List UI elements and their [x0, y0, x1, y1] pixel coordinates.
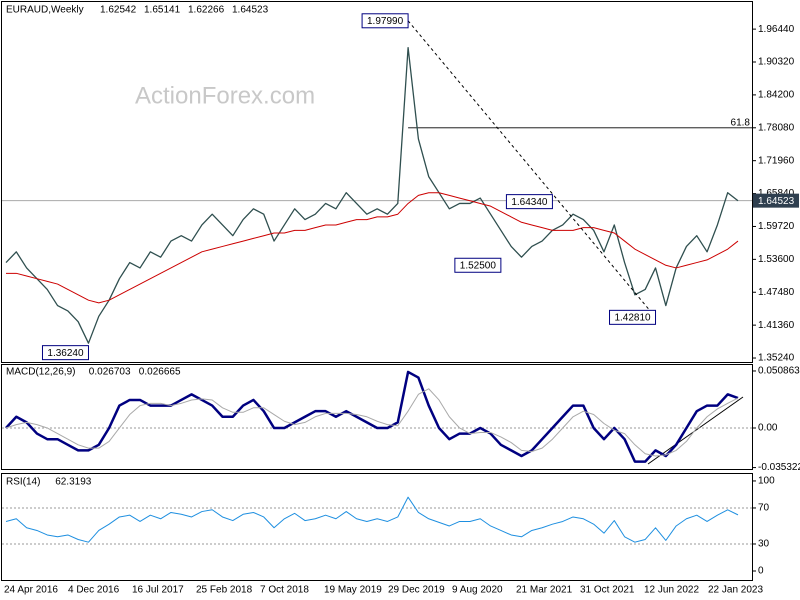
annotation-box — [505, 194, 553, 210]
y-tick-label: 1.53600 — [758, 254, 795, 265]
y-tick-label: 30 — [758, 539, 770, 550]
y-tick-label: 1.90320 — [758, 57, 795, 68]
ohlc-value: 1.64523 — [232, 5, 269, 16]
x-tick-label: 25 Feb 2018 — [196, 585, 253, 596]
indicator-value: 0.026703 — [89, 367, 131, 378]
x-tick-label: 7 Oct 2018 — [260, 585, 309, 596]
x-tick-label: 29 Dec 2019 — [388, 585, 445, 596]
trendline — [407, 20, 656, 318]
x-tick-label: 9 Aug 2020 — [452, 585, 503, 596]
y-tick-label: 1.41360 — [758, 320, 795, 331]
series-line — [5, 496, 739, 543]
series-line — [5, 388, 739, 457]
price-panel — [1, 1, 753, 363]
ohlc-value: 1.62542 — [100, 5, 137, 16]
symbol: EURAUD,Weekly — [6, 5, 84, 16]
annotation-label: 1.64340 — [511, 197, 548, 208]
ohlc-value: 1.62266 — [188, 5, 225, 16]
ohlc-value: 1.65141 — [144, 5, 181, 16]
annotation-box — [361, 13, 409, 29]
y-tick-label: -0.035322 — [758, 462, 800, 473]
rsi-panel — [1, 473, 753, 581]
indicator-value: 0.026665 — [139, 367, 181, 378]
current-price-label: 1.64523 — [758, 196, 795, 207]
x-tick-label: 21 Mar 2021 — [516, 585, 573, 596]
x-tick-label: 4 Dec 2016 — [68, 585, 120, 596]
y-tick-label: 1.96440 — [758, 24, 795, 35]
annotation-label: 1.52500 — [460, 260, 497, 271]
annotation-box — [609, 309, 657, 325]
y-tick-label: 100 — [758, 476, 775, 487]
x-tick-label: 12 Jun 2022 — [644, 585, 699, 596]
y-tick-label: 1.84200 — [758, 90, 795, 101]
y-tick-label: 1.35240 — [758, 353, 795, 364]
watermark: ActionForex.com — [135, 82, 315, 109]
y-tick-label: 70 — [758, 503, 770, 514]
y-tick-label: 1.78080 — [758, 122, 795, 133]
annotation-label: 1.97990 — [367, 16, 404, 27]
x-tick-label: 19 May 2019 — [324, 585, 382, 596]
indicator-title: MACD(12,26,9) — [6, 367, 75, 378]
x-tick-label: 22 Jan 2023 — [708, 585, 763, 596]
y-tick-label: 0.050863 — [758, 366, 800, 377]
y-tick-label: 1.71960 — [758, 155, 795, 166]
y-tick-label: 1.59720 — [758, 221, 795, 232]
annotation-box — [454, 257, 502, 273]
fib-label: 61.8 — [731, 117, 751, 128]
y-tick-label: 1.47480 — [758, 287, 795, 298]
y-tick-label: 0 — [758, 566, 764, 577]
series-line — [5, 370, 739, 463]
annotation-box — [41, 345, 89, 361]
annotation-label: 1.42810 — [614, 312, 651, 323]
annotation-label: 1.36240 — [47, 348, 84, 359]
macd-trendline — [647, 396, 744, 465]
current-price-box — [753, 193, 799, 208]
x-tick-label: 16 Jul 2017 — [132, 585, 184, 596]
series-line — [6, 192, 739, 304]
macd-panel — [1, 364, 753, 470]
x-tick-label: 24 Apr 2016 — [4, 585, 58, 596]
y-tick-label: 0.00 — [758, 423, 778, 434]
series-line — [5, 46, 739, 344]
indicator-value: 62.3193 — [55, 477, 92, 488]
indicator-title: RSI(14) — [6, 477, 40, 488]
x-tick-label: 31 Oct 2021 — [580, 585, 635, 596]
